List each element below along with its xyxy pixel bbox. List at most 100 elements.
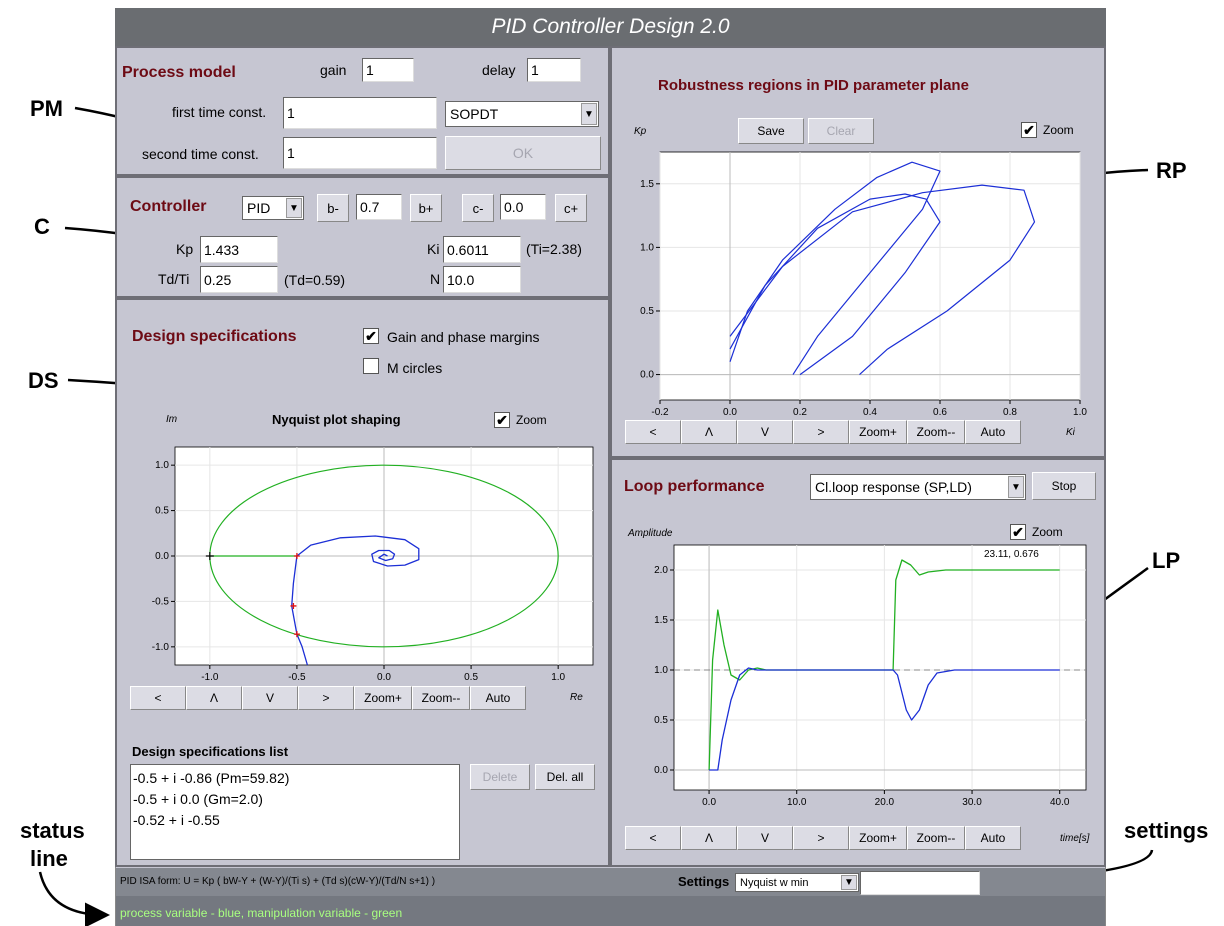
plot-area	[673, 544, 1087, 791]
nav-button-down[interactable]: V	[737, 826, 793, 850]
nyquist-zoom-checkbox[interactable]: ✔	[494, 412, 510, 428]
nav-button-right[interactable]: >	[793, 420, 849, 444]
chevron-down-icon[interactable]: ▼	[581, 103, 597, 125]
robustness-zoom-checkbox[interactable]: ✔	[1021, 122, 1037, 138]
c-minus-button[interactable]: c-	[462, 194, 494, 222]
save-button[interactable]: Save	[738, 118, 804, 144]
nav-button-down[interactable]: V	[737, 420, 793, 444]
nav-button-zoom-in[interactable]: Zoom+	[849, 420, 907, 444]
x-tick-label: 20.0	[875, 797, 895, 808]
response-type-select[interactable]: Cl.loop response (SP,LD) ▼	[810, 474, 1026, 500]
x-tick-label: 0.8	[1003, 407, 1017, 415]
nav-button-zoom-out[interactable]: Zoom--	[907, 826, 965, 850]
chevron-down-icon[interactable]: ▼	[841, 875, 857, 890]
stop-button[interactable]: Stop	[1032, 472, 1096, 500]
list-item[interactable]: -0.52 + i -0.55	[133, 812, 220, 828]
gain-input[interactable]	[362, 58, 414, 82]
y-tick-label: -1.0	[152, 642, 170, 653]
chevron-down-icon[interactable]: ▼	[1008, 476, 1024, 498]
gain-phase-label: Gain and phase margins	[387, 329, 540, 345]
y-tick-label: 2.0	[654, 565, 668, 576]
second-time-const-input[interactable]	[283, 137, 437, 169]
chevron-down-icon[interactable]: ▼	[286, 198, 302, 218]
loop-heading: Loop performance	[624, 478, 765, 495]
c-plus-button[interactable]: c+	[555, 194, 587, 222]
robustness-zoom-label: Zoom	[1043, 123, 1074, 137]
ki-label: Ki	[427, 241, 440, 257]
annotation-ds: DS	[28, 368, 59, 393]
n-label: N	[430, 271, 441, 287]
y-tick-label: 0.5	[640, 306, 654, 317]
clear-button[interactable]: Clear	[808, 118, 874, 144]
nyquist-zoom-label: Zoom	[516, 413, 547, 427]
nav-button-up[interactable]: Λ	[681, 420, 737, 444]
annotation-c: C	[34, 214, 50, 239]
n-input[interactable]	[443, 266, 521, 293]
nav-button-left[interactable]: <	[625, 826, 681, 850]
nav-button-zoom-in[interactable]: Zoom+	[354, 686, 412, 710]
nav-button-right[interactable]: >	[298, 686, 354, 710]
td-note: (Td=0.59)	[284, 272, 346, 288]
loop-zoom-checkbox[interactable]: ✔	[1010, 524, 1026, 540]
kp-input[interactable]	[200, 236, 278, 263]
tdti-label: Td/Ti	[158, 271, 190, 287]
model-type-select[interactable]: SOPDT ▼	[445, 101, 599, 127]
delay-input[interactable]	[527, 58, 581, 82]
ki-input[interactable]	[443, 236, 521, 263]
c-value-input[interactable]	[500, 194, 546, 220]
nav-button-right[interactable]: >	[793, 826, 849, 850]
delete-button[interactable]: Delete	[470, 764, 530, 790]
b-plus-button[interactable]: b+	[410, 194, 442, 222]
list-item[interactable]: -0.5 + i -0.86 (Pm=59.82)	[133, 770, 290, 786]
nyquist-re-label: Re	[570, 692, 583, 703]
nav-button-up[interactable]: Λ	[186, 686, 242, 710]
x-tick-label: 0.0	[723, 407, 737, 415]
spec-list[interactable]: -0.5 + i -0.86 (Pm=59.82) -0.5 + i 0.0 (…	[130, 764, 460, 860]
nav-button-zoom-out[interactable]: Zoom--	[412, 686, 470, 710]
settings-input[interactable]	[860, 871, 980, 895]
m-circles-checkbox[interactable]	[363, 358, 379, 374]
y-tick-label: 1.5	[654, 615, 668, 626]
b-value-input[interactable]	[356, 194, 402, 220]
robustness-boundary-2	[729, 184, 1036, 376]
nyquist-plot[interactable]: -1.0 -0.5 0.0 0.5 1.0 1.0 0.5 0.0 -0.5 -1.0	[145, 445, 595, 700]
ok-button[interactable]: OK	[445, 136, 601, 170]
robustness-ki-axis-label: Ki	[1066, 427, 1075, 438]
x-tick-label: 1.0	[1073, 407, 1087, 415]
b-minus-button[interactable]: b-	[317, 194, 349, 222]
list-item[interactable]: -0.5 + i 0.0 (Gm=2.0)	[133, 791, 263, 807]
nav-button-auto[interactable]: Auto	[965, 420, 1021, 444]
nav-button-auto[interactable]: Auto	[965, 826, 1021, 850]
nav-button-zoom-out[interactable]: Zoom--	[907, 420, 965, 444]
delete-all-button[interactable]: Del. all	[535, 764, 595, 790]
x-tick-label: 0.5	[464, 672, 478, 683]
settings-select[interactable]: Nyquist w min ▼	[735, 873, 859, 892]
nav-button-zoom-in[interactable]: Zoom+	[849, 826, 907, 850]
annotation-status-1: status	[20, 818, 85, 843]
x-tick-label: 0.4	[863, 407, 877, 415]
m-circles-label: M circles	[387, 360, 443, 376]
nav-button-auto[interactable]: Auto	[470, 686, 526, 710]
response-type-value: Cl.loop response (SP,LD)	[815, 479, 972, 495]
robustness-plot[interactable]: -0.2 0.0 0.2 0.4 0.6 0.8 1.0 1.5 1.0 0.5 0.0	[630, 150, 1096, 415]
nav-button-down[interactable]: V	[242, 686, 298, 710]
nav-button-left[interactable]: <	[130, 686, 186, 710]
spec-list-heading: Design specifications list	[132, 744, 289, 759]
tdti-input[interactable]	[200, 266, 278, 293]
x-tick-label: 0.0	[377, 672, 391, 683]
model-type-value: SOPDT	[450, 106, 499, 122]
first-time-const-input[interactable]	[283, 97, 437, 129]
nav-button-left[interactable]: <	[625, 420, 681, 444]
controller-type-select[interactable]: PID ▼	[242, 196, 304, 220]
ti-note: (Ti=2.38)	[526, 241, 582, 257]
gain-phase-checkbox[interactable]: ✔	[363, 328, 379, 344]
loop-nav-bar: < Λ V > Zoom+ Zoom-- Auto	[625, 826, 1025, 850]
robustness-heading: Robustness regions in PID parameter plan…	[658, 77, 969, 94]
controller-heading: Controller	[130, 198, 207, 215]
loop-zoom-label: Zoom	[1032, 525, 1063, 539]
process-model-heading: Process model	[122, 64, 236, 81]
spec-marker	[290, 602, 297, 609]
nav-button-up[interactable]: Λ	[681, 826, 737, 850]
loop-response-plot[interactable]: 0.0 10.0 20.0 30.0 40.0 2.0 1.5 1.0 0.5 0.0	[628, 543, 1094, 818]
annotation-rp: RP	[1156, 158, 1187, 183]
